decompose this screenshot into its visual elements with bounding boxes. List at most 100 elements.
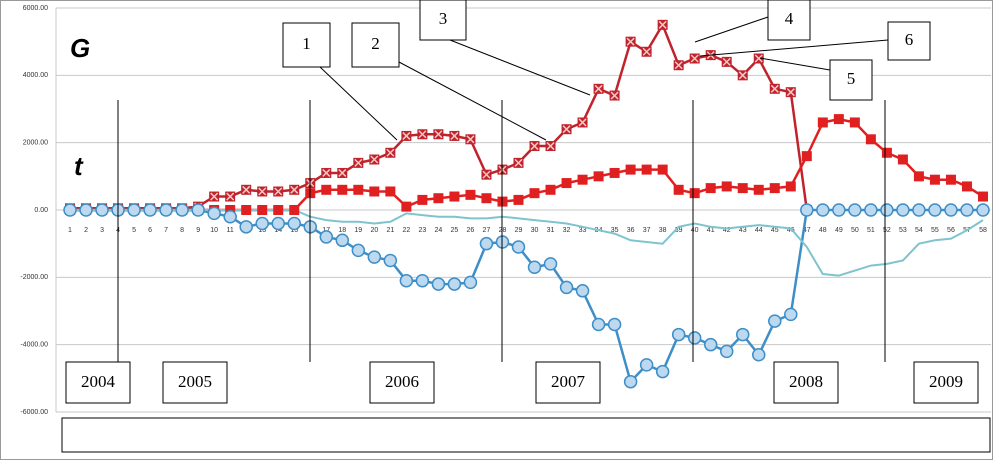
callout-box xyxy=(887,21,931,61)
marker-cross xyxy=(354,158,363,167)
marker xyxy=(289,205,300,215)
x-tick-label: 3 xyxy=(100,227,104,234)
marker-cross xyxy=(322,168,331,177)
marker-cross xyxy=(418,130,427,139)
axis-letter: t xyxy=(74,151,84,181)
x-tick-label: 37 xyxy=(643,227,651,234)
marker xyxy=(687,331,702,345)
marker xyxy=(417,194,428,205)
y-tick-label: 2000.00 xyxy=(23,140,48,147)
x-tick-label: 29 xyxy=(515,227,523,234)
callout-box xyxy=(767,0,811,41)
marker xyxy=(143,203,157,217)
callout-label: 4 xyxy=(785,9,794,28)
marker xyxy=(705,183,716,194)
x-tick-label: 47 xyxy=(803,227,811,234)
marker xyxy=(832,203,846,217)
x-tick-label: 44 xyxy=(755,227,763,234)
year-box xyxy=(369,361,435,404)
x-tick-label: 35 xyxy=(611,227,619,234)
marker xyxy=(63,203,77,217)
marker xyxy=(625,164,636,175)
marker-cross xyxy=(642,47,651,56)
marker xyxy=(575,284,590,298)
marker xyxy=(897,154,908,165)
marker xyxy=(271,216,285,231)
marker xyxy=(79,203,93,217)
x-tick-label: 43 xyxy=(739,227,747,234)
marker xyxy=(976,203,990,217)
x-tick-label: 19 xyxy=(354,227,362,234)
x-tick-label: 55 xyxy=(931,227,939,234)
callout-line xyxy=(398,61,547,141)
marker xyxy=(479,236,494,251)
marker-cross xyxy=(562,125,571,134)
year-label: 2009 xyxy=(929,372,963,391)
x-tick-label: 39 xyxy=(675,227,683,234)
x-tick-label: 8 xyxy=(180,227,184,234)
y-tick-label: -6000.00 xyxy=(20,409,48,416)
x-tick-label: 38 xyxy=(659,227,667,234)
year-box xyxy=(773,361,839,404)
callout-box xyxy=(351,22,400,68)
callout-label: 2 xyxy=(371,34,380,53)
marker xyxy=(561,178,572,189)
y-tick-label: 0.00 xyxy=(34,207,48,214)
x-tick-label: 40 xyxy=(691,227,699,234)
x-tick-label: 51 xyxy=(867,227,875,234)
marker xyxy=(241,205,252,215)
marker xyxy=(577,174,588,185)
marker xyxy=(239,220,253,234)
marker xyxy=(655,364,670,379)
x-tick-label: 14 xyxy=(274,227,282,234)
x-tick-label: 6 xyxy=(148,227,152,234)
x-tick-label: 50 xyxy=(851,227,859,234)
marker xyxy=(559,280,574,295)
marker xyxy=(800,203,814,217)
marker xyxy=(689,188,700,199)
callout-box xyxy=(282,22,331,68)
marker xyxy=(529,188,540,199)
x-tick-label: 7 xyxy=(164,227,168,234)
marker xyxy=(961,181,972,192)
x-tick-label: 30 xyxy=(531,227,539,234)
series-line xyxy=(70,208,983,385)
marker-cross xyxy=(674,61,683,70)
x-tick-label: 53 xyxy=(899,227,907,234)
marker xyxy=(960,203,974,217)
callout-label: 1 xyxy=(302,34,311,53)
callout-label: 5 xyxy=(847,69,856,88)
marker xyxy=(191,203,205,217)
marker xyxy=(673,184,684,195)
marker xyxy=(127,203,141,217)
y-tick-label: -2000.00 xyxy=(20,274,48,281)
marker-cross xyxy=(434,130,443,139)
marker-cross xyxy=(370,155,379,164)
year-label: 2006 xyxy=(385,372,419,391)
marker-cross xyxy=(386,148,395,157)
callout-label: 6 xyxy=(905,30,914,49)
marker xyxy=(784,307,798,322)
marker xyxy=(768,314,782,328)
marker-cross xyxy=(530,142,539,151)
year-box xyxy=(162,361,228,404)
x-tick-label: 58 xyxy=(979,227,987,234)
x-tick-label: 5 xyxy=(132,227,136,234)
marker-cross xyxy=(610,91,619,100)
x-tick-label: 54 xyxy=(915,227,923,234)
marker-cross xyxy=(658,20,667,29)
x-tick-label: 2 xyxy=(84,227,88,234)
marker-cross xyxy=(466,135,475,144)
year-label: 2004 xyxy=(81,372,116,391)
marker xyxy=(801,151,812,162)
marker xyxy=(881,147,892,158)
marker xyxy=(415,273,430,288)
marker xyxy=(896,203,910,217)
marker xyxy=(287,216,301,231)
marker xyxy=(399,273,414,288)
marker xyxy=(945,174,956,185)
marker xyxy=(545,184,556,195)
marker-cross xyxy=(690,54,699,63)
callout-label: 3 xyxy=(439,9,448,28)
y-tick-label: 4000.00 xyxy=(23,72,48,79)
